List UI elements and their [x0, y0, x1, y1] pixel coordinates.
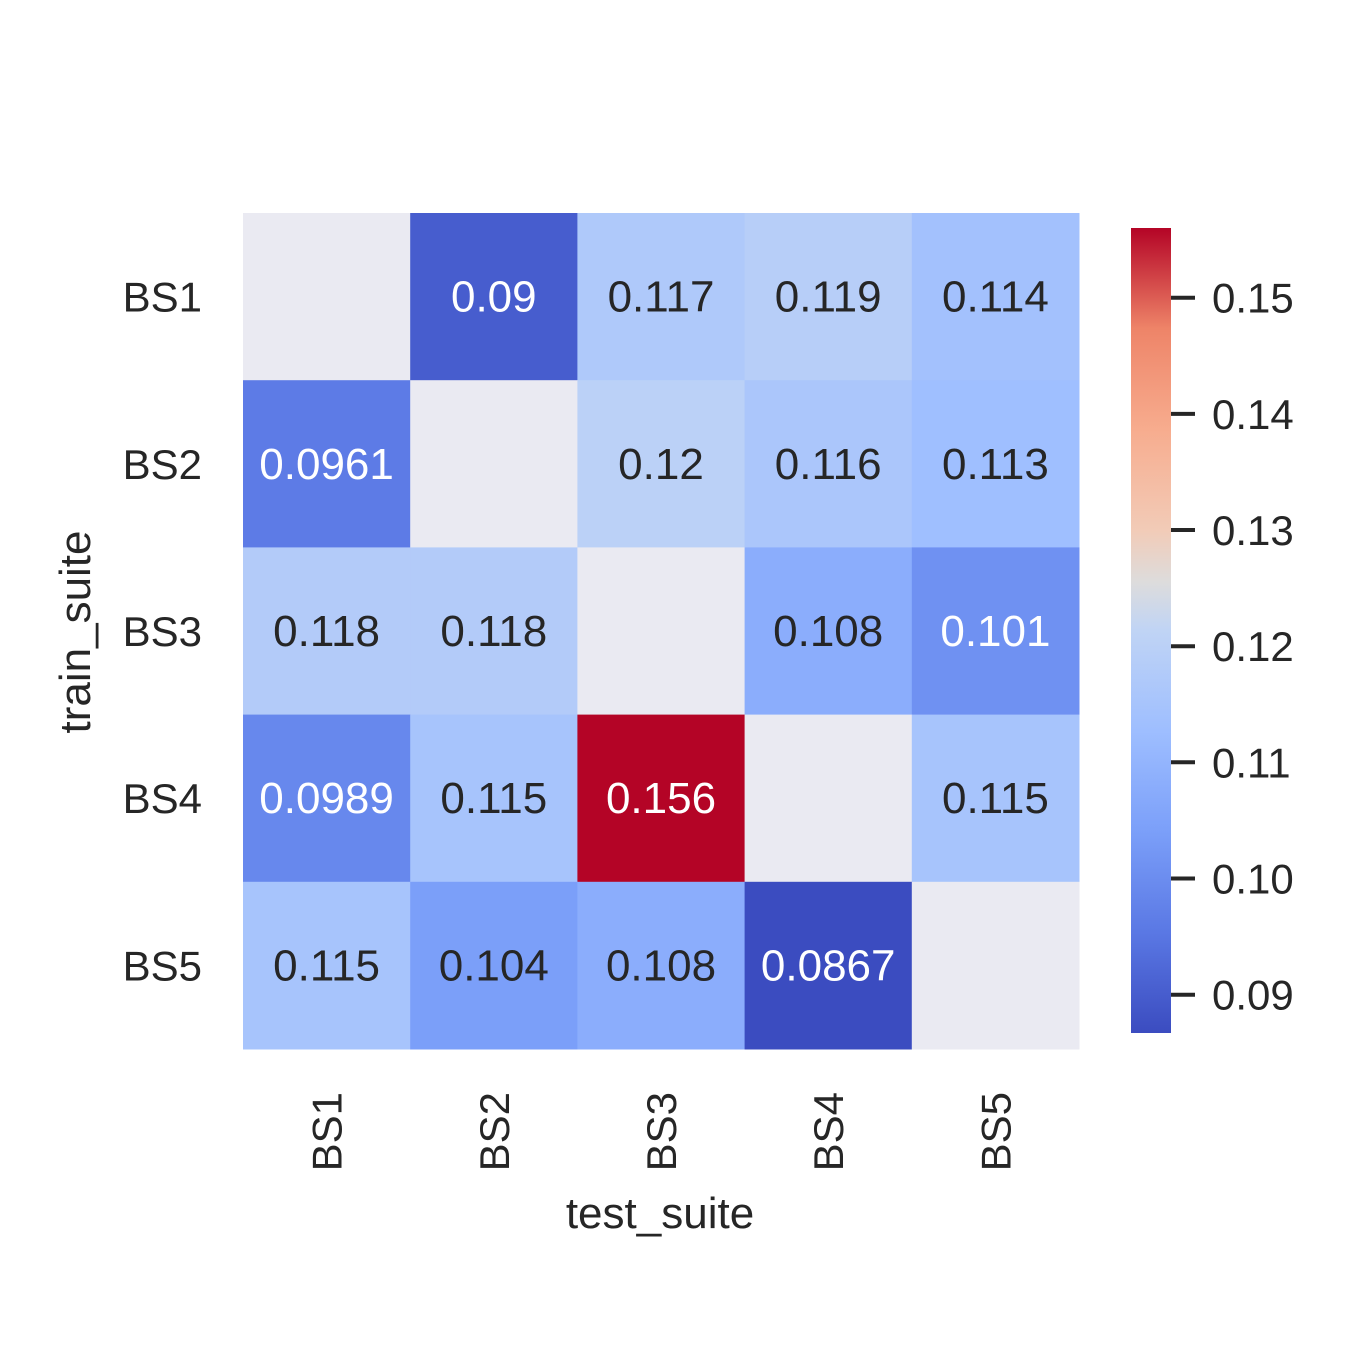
heatmap-cell-r1-c2 — [410, 213, 578, 381]
heatmap-cell-r3-c5 — [911, 547, 1080, 716]
cell-label-r2-c1: 0.0961 — [259, 440, 394, 489]
heatmap-cell-r5-c2 — [410, 881, 578, 1050]
heatmap-cell-r1-c4 — [744, 213, 913, 381]
y-tick-label: BS2 — [123, 441, 202, 488]
heatmap-cell-r5-c5 — [911, 881, 1080, 1050]
heatmap-cell-r3-c4 — [744, 547, 913, 716]
cell-label-r1-c2: 0.09 — [451, 273, 537, 322]
heatmap-cell-r4-c3 — [577, 714, 746, 883]
cell-label-r2-c3: 0.12 — [618, 440, 704, 489]
cell-label-r5-c4: 0.0867 — [761, 941, 896, 990]
cell-labels: 0.09 0.117 0.119 0.114 0.0961 0.12 0.116 0.113 0… — [259, 273, 1050, 991]
heatmap-cells — [243, 213, 1080, 1050]
cell-label-r4-c5: 0.115 — [942, 774, 1049, 823]
y-axis-label: train_suite — [51, 530, 100, 733]
colorbar-tick-label: 0.09 — [1212, 972, 1294, 1019]
colorbar-tick-label: 0.15 — [1212, 275, 1294, 322]
heatmap-cell-r4-c4 — [744, 714, 913, 883]
x-tick-label: BS4 — [805, 1092, 852, 1171]
heatmap-cell-r2-c1 — [243, 380, 411, 548]
cell-label-r5-c1: 0.115 — [273, 941, 380, 990]
x-axis-label: test_suite — [566, 1189, 754, 1238]
colorbar-ticks: 0.09 0.10 0.11 0.12 0.13 0.14 0.15 — [1171, 275, 1294, 1019]
x-tick-label: BS2 — [471, 1092, 518, 1171]
heatmap-cell-r2-c4 — [744, 380, 913, 548]
heatmap-cell-r3-c1 — [243, 547, 411, 716]
heatmap-cell-r5-c1 — [243, 881, 411, 1050]
cell-label-r2-c5: 0.113 — [942, 440, 1049, 489]
heatmap-cell-r2-c5 — [911, 380, 1080, 548]
heatmap-cell-r5-c4 — [744, 881, 913, 1050]
heatmap-cell-r3-c3 — [577, 547, 746, 716]
cell-label-r4-c2: 0.115 — [440, 774, 547, 823]
y-tick-label: BS1 — [123, 274, 202, 321]
cell-label-r3-c2: 0.118 — [440, 607, 547, 656]
heatmap-cell-r2-c3 — [577, 380, 746, 548]
cell-label-r3-c5: 0.101 — [940, 607, 1050, 656]
y-tick-label: BS5 — [123, 942, 202, 989]
x-tick-labels: BS1 BS2 BS3 BS4 BS5 — [304, 1092, 1020, 1171]
heatmap-cell-r4-c2 — [410, 714, 578, 883]
cell-label-r2-c4: 0.116 — [775, 440, 882, 489]
heatmap-cell-r5-c3 — [577, 881, 746, 1050]
colorbar — [1131, 228, 1171, 1033]
cell-label-r4-c3: 0.156 — [606, 774, 716, 823]
colorbar-tick-label: 0.13 — [1212, 507, 1294, 554]
heatmap-cell-r2-c2 — [410, 380, 578, 548]
colorbar-tick-label: 0.10 — [1212, 856, 1294, 903]
y-tick-label: BS3 — [123, 608, 202, 655]
cell-label-r1-c5: 0.114 — [942, 273, 1049, 322]
cell-label-r5-c2: 0.104 — [439, 941, 549, 990]
y-tick-label: BS4 — [123, 775, 202, 822]
colorbar-tick-label: 0.12 — [1212, 623, 1294, 670]
cell-label-r4-c1: 0.0989 — [259, 774, 394, 823]
heatmap-cell-r1-c1 — [243, 213, 411, 381]
cell-label-r3-c4: 0.108 — [773, 607, 883, 656]
colorbar-tick-label: 0.14 — [1212, 391, 1294, 438]
colorbar-tick-label: 0.11 — [1212, 739, 1291, 786]
heatmap-cell-r1-c3 — [577, 213, 746, 381]
cell-label-r1-c3: 0.117 — [608, 273, 715, 322]
heatmap-cell-r4-c5 — [911, 714, 1080, 883]
y-tick-labels: BS1 BS2 BS3 BS4 BS5 — [123, 274, 202, 990]
x-tick-label: BS5 — [972, 1092, 1019, 1171]
cell-label-r5-c3: 0.108 — [606, 941, 716, 990]
heatmap-cell-r1-c5 — [911, 213, 1080, 381]
x-tick-label: BS1 — [304, 1092, 351, 1171]
heatmap-cell-r4-c1 — [243, 714, 411, 883]
cell-label-r3-c1: 0.118 — [273, 607, 380, 656]
x-tick-label: BS3 — [638, 1092, 685, 1171]
cell-label-r1-c4: 0.119 — [775, 273, 882, 322]
heatmap-cell-r3-c2 — [410, 547, 578, 716]
